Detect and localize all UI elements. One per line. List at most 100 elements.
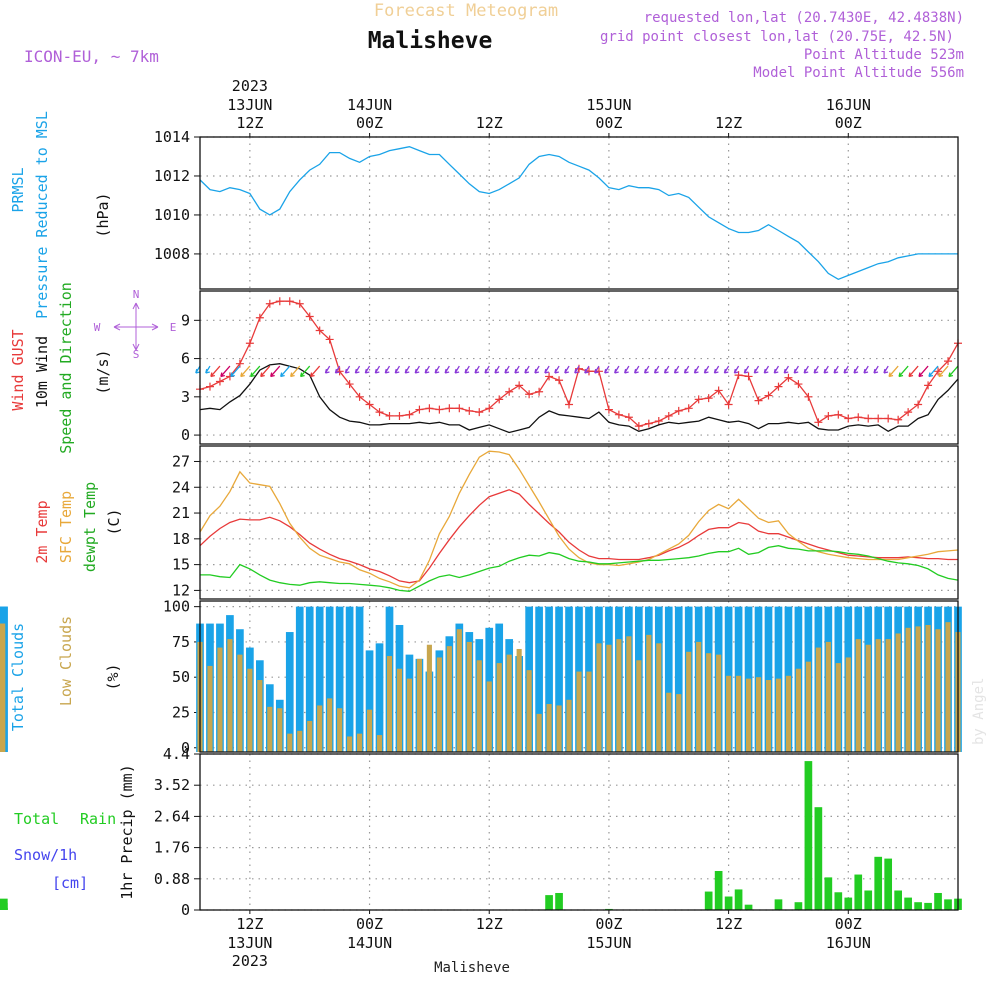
- clouds-bar-low-clouds: [676, 694, 682, 752]
- requested-coords: requested lon,lat (20.7430E, 42.4838N): [644, 10, 964, 26]
- clouds-ytick-label: 50: [172, 668, 190, 686]
- clouds-bar-low-clouds: [586, 671, 592, 752]
- gust-marker: [644, 419, 653, 428]
- precip-ytick-label: 0: [181, 901, 190, 919]
- wind-barb: [444, 365, 450, 374]
- clouds-bar-low-clouds: [855, 639, 861, 752]
- gust-marker: [395, 411, 404, 420]
- clouds-bar-low-clouds: [835, 663, 841, 752]
- precip-panel: Total Rain Snow/1h [cm] 1hr Precip (mm) …: [0, 745, 962, 919]
- precip-frame: [199, 753, 959, 911]
- clouds-bar-low-clouds: [666, 692, 672, 752]
- clouds-bar-total-clouds: [355, 606, 364, 752]
- clouds-bar-low-clouds: [386, 656, 393, 752]
- gust-marker: [904, 408, 913, 417]
- wind-barb: [524, 365, 530, 374]
- wind-barb: [643, 365, 650, 374]
- wind-barb: [693, 365, 700, 374]
- temperature-frame: [199, 445, 959, 600]
- bottom-time-label: 00Z: [835, 915, 862, 933]
- gust-marker: [834, 410, 843, 419]
- clouds-bar-total-clouds: [295, 606, 304, 752]
- gust-marker: [445, 404, 454, 413]
- clouds-bar-low-clouds: [576, 671, 582, 752]
- top-time-label: 16JUN: [826, 96, 871, 114]
- location-title: Malisheve: [368, 28, 493, 54]
- gust-marker: [275, 297, 284, 306]
- clouds-bar-low-clouds: [795, 668, 801, 752]
- wind-barb: [240, 365, 251, 378]
- clouds-bar-low-clouds: [317, 705, 323, 752]
- top-time-label: 2023: [232, 77, 268, 95]
- clouds-bar-low-clouds: [227, 639, 233, 752]
- clouds-bar-low-clouds: [885, 639, 891, 752]
- clouds-bar-low-clouds: [765, 680, 772, 752]
- pressure-ytick-label: 1014: [154, 128, 190, 146]
- precip-bar-total-rain: [944, 899, 952, 910]
- clouds-bar-low-clouds: [357, 733, 363, 752]
- top-time-label: 00Z: [835, 114, 862, 132]
- pressure-unit: (hPa): [94, 192, 112, 237]
- wind-barb: [783, 365, 790, 374]
- precip-bar-total-rain: [0, 902, 8, 910]
- clouds-ytick-label: 25: [172, 703, 190, 721]
- wind-barb: [614, 365, 620, 374]
- compass-rose: N S W E: [94, 288, 177, 361]
- top-time-label: 12Z: [476, 114, 503, 132]
- wind-ytick-label: 0: [181, 426, 190, 444]
- wind-barb: [250, 365, 261, 378]
- wind-barb: [464, 365, 470, 374]
- clouds-bar-low-clouds: [307, 720, 313, 752]
- clouds-bar-low-clouds: [696, 641, 702, 752]
- wind-barb: [853, 365, 859, 374]
- wind-barb: [624, 365, 630, 374]
- wind-barb: [299, 365, 311, 378]
- bottom-time-label: 00Z: [356, 915, 383, 933]
- clouds-bar-low-clouds: [406, 678, 413, 752]
- clouds-bar-low-clouds: [656, 643, 662, 752]
- clouds-bar-low-clouds: [257, 680, 263, 752]
- gust-marker: [794, 380, 803, 389]
- gust-marker: [924, 381, 933, 390]
- wind-barb: [908, 365, 919, 378]
- precip-ytick-label: 2.64: [154, 807, 190, 825]
- gust-marker: [824, 411, 833, 420]
- clouds-bar-low-clouds: [347, 736, 353, 752]
- clouds-bar-low-clouds: [546, 704, 552, 752]
- wind-barb: [723, 365, 730, 374]
- wind-barb: [354, 365, 361, 374]
- gust-marker: [485, 404, 494, 413]
- clouds-bar-low-clouds: [566, 699, 572, 752]
- precip-bar-total-rain: [545, 895, 553, 910]
- gust-marker: [814, 418, 823, 427]
- precip-bar-total-rain: [555, 892, 563, 910]
- gust-marker: [355, 392, 364, 401]
- model-name: ICON-EU, ~ 7km: [24, 47, 159, 66]
- clouds-bar-total-clouds: [285, 632, 294, 752]
- clouds-bar-total-clouds: [315, 606, 324, 752]
- wind-barb: [948, 365, 959, 378]
- clouds-bar-low-clouds: [207, 665, 213, 752]
- precip-bar-total-rain: [924, 902, 932, 910]
- wind-barb: [813, 365, 819, 374]
- clouds-bar-total-clouds: [345, 606, 354, 752]
- wind-unit: (m/s): [94, 349, 112, 394]
- clouds-bar-low-clouds: [277, 708, 283, 752]
- wind-barb: [673, 365, 680, 374]
- clouds-bar-low-clouds: [217, 647, 223, 752]
- gust-marker: [375, 408, 384, 417]
- wind-barb: [484, 365, 490, 374]
- temperature-line-dewpt-temp: [200, 545, 959, 592]
- wind-barb: [494, 365, 500, 374]
- temperature-ytick-label: 18: [172, 530, 190, 548]
- temperature-ytick-label: 24: [172, 478, 190, 496]
- wind-barb: [434, 365, 440, 374]
- precip-bar-total-rain: [814, 807, 823, 910]
- wind-barb: [554, 365, 560, 374]
- wind-barb: [230, 365, 241, 378]
- gust-marker: [804, 392, 813, 401]
- clouds-bar-low-clouds: [247, 668, 253, 752]
- top-time-label: 13JUN: [227, 96, 272, 114]
- wind-barb: [918, 365, 929, 378]
